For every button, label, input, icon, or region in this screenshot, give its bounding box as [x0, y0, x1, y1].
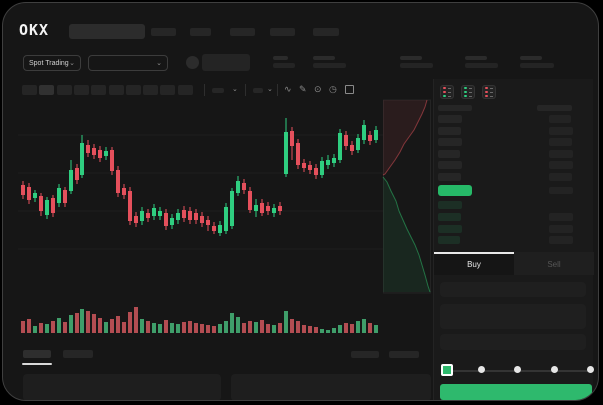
toolbar-button[interactable] [125, 85, 141, 95]
orderbook-header-amount [537, 105, 572, 111]
tab-buy[interactable]: Buy [434, 252, 514, 275]
ask-row-price[interactable] [438, 115, 462, 123]
screenshot-icon[interactable]: ⊙ [314, 84, 322, 94]
ask-row-amount [549, 161, 573, 169]
search-input[interactable] [69, 24, 145, 39]
toolbar-button[interactable] [143, 85, 159, 95]
bid-row-price[interactable] [438, 225, 462, 233]
price-input[interactable] [440, 282, 586, 297]
bid-row-price[interactable] [438, 201, 462, 209]
ask-row-price[interactable] [438, 127, 461, 135]
toolbar-button[interactable] [177, 85, 193, 95]
bottom-tab[interactable] [23, 350, 51, 358]
chevron-down-icon[interactable]: ⌄ [267, 86, 273, 93]
asks-only-icon[interactable] [482, 85, 496, 99]
combined-book-icon[interactable] [440, 85, 454, 99]
bid-row-amount [549, 236, 573, 244]
toolbar-button[interactable] [73, 85, 89, 95]
ask-row-amount [549, 127, 573, 135]
stat-label [273, 56, 288, 60]
orderbook-header-price [438, 105, 472, 111]
nav-item[interactable] [190, 28, 211, 36]
market-type-dropdown[interactable]: Spot Trading ⌄ [23, 55, 81, 71]
stat-value [313, 63, 346, 68]
bid-row-amount [549, 213, 573, 221]
slider-stop-75[interactable] [550, 366, 558, 373]
assets-panel[interactable] [231, 374, 431, 400]
app-window: OKX Spot Trading ⌄ ⌄ ⌄ ⌄ ∿ ✎ ⊙ ◷ Buy Sel… [2, 2, 599, 401]
nav-item[interactable] [151, 28, 176, 36]
slider-stop-0[interactable] [441, 364, 453, 376]
amount-input[interactable] [440, 304, 586, 329]
ask-row-amount [549, 150, 573, 158]
bid-row-amount [549, 225, 573, 233]
nav-item[interactable] [230, 28, 255, 36]
toolbar-button[interactable] [39, 85, 55, 95]
toolbar-button[interactable] [108, 85, 124, 95]
stat-label [520, 56, 542, 60]
candlestick-chart[interactable] [18, 99, 432, 341]
toolbar-button[interactable] [56, 85, 72, 95]
bottom-action[interactable] [351, 351, 379, 358]
okx-logo: OKX [19, 21, 50, 39]
draw-tool-icon[interactable]: ✎ [299, 84, 307, 94]
indicator-icon[interactable]: ∿ [284, 84, 292, 94]
chevron-down-icon: ⌄ [156, 59, 162, 67]
total-input[interactable] [440, 334, 586, 350]
stat-value [520, 63, 554, 68]
nav-item[interactable] [313, 28, 339, 36]
last-price-placeholder [202, 54, 250, 71]
orderbook-panel: Buy Sell [433, 79, 594, 400]
active-bottom-tab-indicator [22, 363, 52, 365]
stat-value [273, 63, 295, 68]
pair-icon [186, 56, 199, 69]
stat-value [400, 63, 433, 68]
chevron-down-icon[interactable]: ⌄ [232, 86, 238, 93]
bid-row-price[interactable] [438, 236, 460, 244]
trade-tabs: Buy Sell [434, 252, 594, 275]
bids-only-icon[interactable] [461, 85, 475, 99]
ask-row-amount [549, 115, 571, 123]
ask-row-price[interactable] [438, 173, 461, 181]
ask-row-price[interactable] [438, 150, 460, 158]
chart-type-dropdown[interactable] [253, 88, 263, 93]
ask-row-price[interactable] [438, 138, 462, 146]
slider-stop-50[interactable] [514, 366, 521, 373]
stat-label [313, 56, 335, 60]
chevron-down-icon: ⌄ [69, 59, 75, 67]
last-price-badge[interactable] [438, 185, 472, 196]
fullscreen-icon[interactable] [345, 85, 354, 94]
last-price-amount [549, 187, 573, 194]
tab-sell[interactable]: Sell [514, 252, 594, 275]
orders-panel[interactable] [23, 374, 221, 400]
history-icon[interactable]: ◷ [329, 84, 337, 94]
ask-row-price[interactable] [438, 161, 462, 169]
toolbar-button[interactable] [22, 85, 37, 95]
buy-submit-button[interactable] [440, 384, 592, 400]
bottom-action[interactable] [389, 351, 419, 358]
toolbar-button[interactable] [160, 85, 176, 95]
interval-dropdown[interactable] [212, 88, 224, 93]
stat-value [465, 63, 498, 68]
stat-label [400, 56, 422, 60]
stat-label [465, 56, 487, 60]
market-type-label: Spot Trading [29, 59, 69, 67]
ask-row-amount [549, 138, 572, 146]
slider-stop-25[interactable] [477, 366, 485, 373]
pair-selector-dropdown[interactable]: ⌄ [88, 55, 168, 71]
toolbar-button[interactable] [91, 85, 107, 95]
ask-row-amount [549, 173, 572, 181]
nav-item[interactable] [270, 28, 295, 36]
slider-stop-100[interactable] [587, 366, 594, 373]
bottom-tab[interactable] [63, 350, 93, 358]
bid-row-price[interactable] [438, 213, 461, 221]
